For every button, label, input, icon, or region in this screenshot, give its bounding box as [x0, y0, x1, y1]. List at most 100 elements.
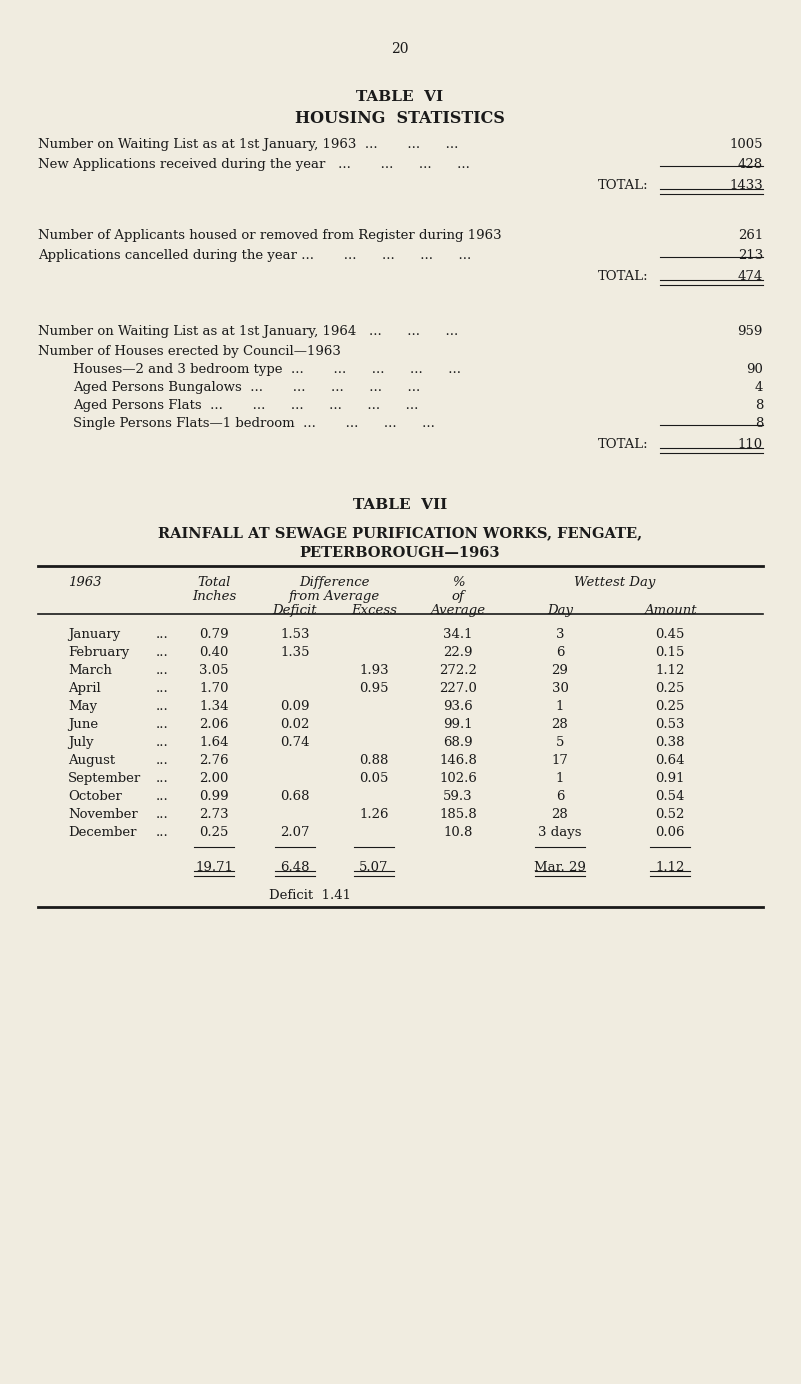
- Text: 20: 20: [391, 42, 409, 55]
- Text: 59.3: 59.3: [443, 790, 473, 803]
- Text: January: January: [68, 628, 120, 641]
- Text: ...: ...: [156, 700, 169, 713]
- Text: 4: 4: [755, 381, 763, 394]
- Text: 1.26: 1.26: [360, 808, 388, 821]
- Text: 110: 110: [738, 437, 763, 451]
- Text: Difference: Difference: [299, 576, 369, 590]
- Text: 1.34: 1.34: [199, 700, 229, 713]
- Text: ...: ...: [156, 718, 169, 731]
- Text: 1.12: 1.12: [655, 861, 685, 875]
- Text: 959: 959: [738, 325, 763, 338]
- Text: 1005: 1005: [730, 138, 763, 151]
- Text: ...: ...: [156, 628, 169, 641]
- Text: 0.79: 0.79: [199, 628, 229, 641]
- Text: 3 days: 3 days: [538, 826, 582, 839]
- Text: 29: 29: [552, 664, 569, 677]
- Text: 3: 3: [556, 628, 564, 641]
- Text: July: July: [68, 736, 94, 749]
- Text: 0.25: 0.25: [199, 826, 229, 839]
- Text: 8: 8: [755, 417, 763, 430]
- Text: PETERBOROUGH—1963: PETERBOROUGH—1963: [300, 547, 501, 561]
- Text: 28: 28: [552, 718, 569, 731]
- Text: 0.91: 0.91: [655, 772, 685, 785]
- Text: Deficit  1.41: Deficit 1.41: [269, 889, 351, 902]
- Text: 1.35: 1.35: [280, 646, 310, 659]
- Text: 261: 261: [738, 228, 763, 242]
- Text: 6: 6: [556, 646, 564, 659]
- Text: 3.05: 3.05: [199, 664, 229, 677]
- Text: Wettest Day: Wettest Day: [574, 576, 656, 590]
- Text: Number of Houses erected by Council—1963: Number of Houses erected by Council—1963: [38, 345, 341, 358]
- Text: Deficit: Deficit: [272, 603, 317, 617]
- Text: 1433: 1433: [729, 179, 763, 192]
- Text: 0.40: 0.40: [199, 646, 229, 659]
- Text: 10.8: 10.8: [443, 826, 473, 839]
- Text: Single Persons Flats—1 bedroom  ...       ...      ...      ...: Single Persons Flats—1 bedroom ... ... .…: [73, 417, 435, 430]
- Text: April: April: [68, 682, 101, 695]
- Text: Aged Persons Bungalows  ...       ...      ...      ...      ...: Aged Persons Bungalows ... ... ... ... .…: [73, 381, 421, 394]
- Text: 0.99: 0.99: [199, 790, 229, 803]
- Text: 0.38: 0.38: [655, 736, 685, 749]
- Text: 227.0: 227.0: [439, 682, 477, 695]
- Text: 102.6: 102.6: [439, 772, 477, 785]
- Text: ...: ...: [156, 682, 169, 695]
- Text: 0.05: 0.05: [360, 772, 388, 785]
- Text: 1.70: 1.70: [199, 682, 229, 695]
- Text: 0.15: 0.15: [655, 646, 685, 659]
- Text: August: August: [68, 754, 115, 767]
- Text: RAINFALL AT SEWAGE PURIFICATION WORKS, FENGATE,: RAINFALL AT SEWAGE PURIFICATION WORKS, F…: [158, 526, 642, 540]
- Text: 0.45: 0.45: [655, 628, 685, 641]
- Text: 30: 30: [552, 682, 569, 695]
- Text: 1.12: 1.12: [655, 664, 685, 677]
- Text: 2.07: 2.07: [280, 826, 310, 839]
- Text: ...: ...: [156, 772, 169, 785]
- Text: 22.9: 22.9: [443, 646, 473, 659]
- Text: Excess: Excess: [351, 603, 397, 617]
- Text: TOTAL:: TOTAL:: [598, 437, 648, 451]
- Text: TOTAL:: TOTAL:: [598, 270, 648, 282]
- Text: May: May: [68, 700, 97, 713]
- Text: Number of Applicants housed or removed from Register during 1963: Number of Applicants housed or removed f…: [38, 228, 501, 242]
- Text: TABLE  VII: TABLE VII: [353, 498, 447, 512]
- Text: Amount: Amount: [644, 603, 696, 617]
- Text: Houses—2 and 3 bedroom type  ...       ...      ...      ...      ...: Houses—2 and 3 bedroom type ... ... ... …: [73, 363, 461, 376]
- Text: ...: ...: [156, 736, 169, 749]
- Text: 1.53: 1.53: [280, 628, 310, 641]
- Text: 17: 17: [552, 754, 569, 767]
- Text: Aged Persons Flats  ...       ...      ...      ...      ...      ...: Aged Persons Flats ... ... ... ... ... .…: [73, 399, 418, 412]
- Text: 272.2: 272.2: [439, 664, 477, 677]
- Text: 146.8: 146.8: [439, 754, 477, 767]
- Text: Number on Waiting List as at 1st January, 1964   ...      ...      ...: Number on Waiting List as at 1st January…: [38, 325, 458, 338]
- Text: September: September: [68, 772, 141, 785]
- Text: 2.06: 2.06: [199, 718, 229, 731]
- Text: 185.8: 185.8: [439, 808, 477, 821]
- Text: HOUSING  STATISTICS: HOUSING STATISTICS: [295, 109, 505, 127]
- Text: from Average: from Average: [288, 590, 380, 603]
- Text: November: November: [68, 808, 138, 821]
- Text: October: October: [68, 790, 122, 803]
- Text: Inches: Inches: [192, 590, 236, 603]
- Text: New Applications received during the year   ...       ...      ...      ...: New Applications received during the yea…: [38, 158, 470, 172]
- Text: 1.64: 1.64: [199, 736, 229, 749]
- Text: 0.06: 0.06: [655, 826, 685, 839]
- Text: 2.00: 2.00: [199, 772, 229, 785]
- Text: 93.6: 93.6: [443, 700, 473, 713]
- Text: 0.25: 0.25: [655, 700, 685, 713]
- Text: of: of: [452, 590, 465, 603]
- Text: 0.09: 0.09: [280, 700, 310, 713]
- Text: %: %: [452, 576, 465, 590]
- Text: February: February: [68, 646, 129, 659]
- Text: 28: 28: [552, 808, 569, 821]
- Text: 1: 1: [556, 772, 564, 785]
- Text: Average: Average: [430, 603, 485, 617]
- Text: Applications cancelled during the year ...       ...      ...      ...      ...: Applications cancelled during the year .…: [38, 249, 471, 262]
- Text: 1: 1: [556, 700, 564, 713]
- Text: 0.02: 0.02: [280, 718, 310, 731]
- Text: 90: 90: [746, 363, 763, 376]
- Text: 0.54: 0.54: [655, 790, 685, 803]
- Text: ...: ...: [156, 826, 169, 839]
- Text: 2.76: 2.76: [199, 754, 229, 767]
- Text: 0.95: 0.95: [360, 682, 388, 695]
- Text: 34.1: 34.1: [443, 628, 473, 641]
- Text: 5: 5: [556, 736, 564, 749]
